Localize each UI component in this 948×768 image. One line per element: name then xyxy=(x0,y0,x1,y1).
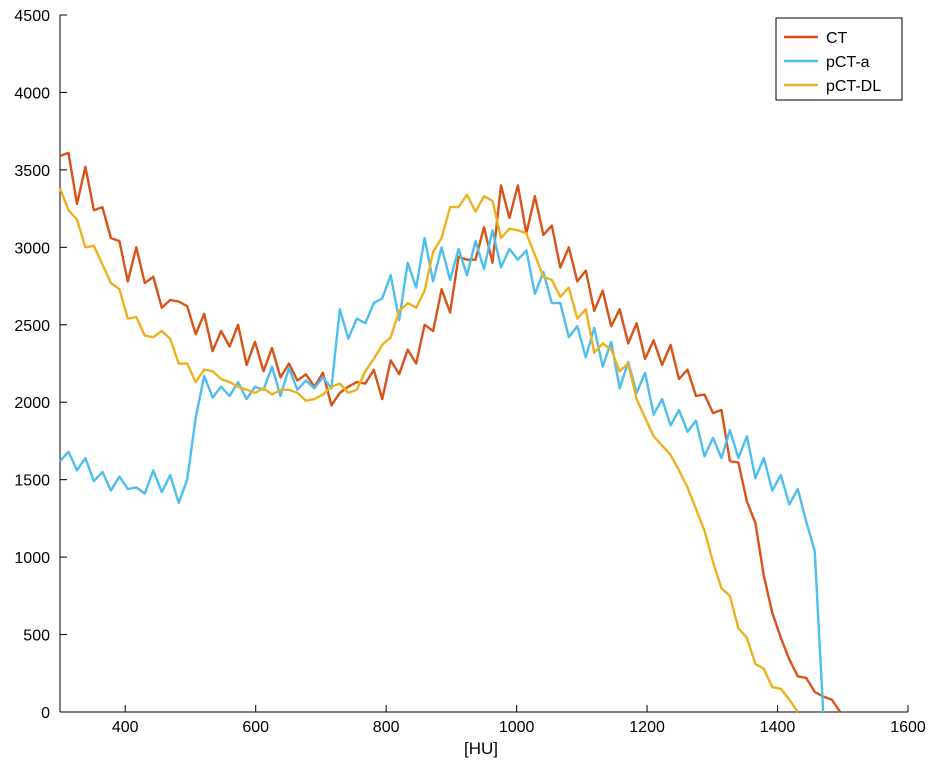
x-tick-label: 1200 xyxy=(629,719,665,736)
x-tick-label: 1000 xyxy=(499,719,535,736)
x-axis-label: [HU] xyxy=(464,739,498,758)
x-tick-label: 1400 xyxy=(760,719,796,736)
y-tick-label: 2500 xyxy=(14,318,50,335)
series-lines xyxy=(58,151,842,713)
y-tick-label: 3000 xyxy=(14,240,50,257)
y-tick-label: 1500 xyxy=(14,473,50,490)
legend-label: pCT-DL xyxy=(826,78,881,95)
y-tick-label: 4000 xyxy=(14,85,50,102)
axes xyxy=(59,14,909,713)
series-line-pct-a xyxy=(59,229,825,713)
x-tick-label: 800 xyxy=(373,719,400,736)
legend-box xyxy=(775,17,903,101)
y-tick-label: 3500 xyxy=(14,163,50,180)
y-tick-label: 2000 xyxy=(14,395,50,412)
tick-labels: 400 600 800 1000 1200 1400 1600 0 500 1000 1500 200… xyxy=(14,8,925,736)
x-tick-label: 1600 xyxy=(890,719,926,736)
legend-label: CT xyxy=(826,30,848,47)
x-tick-label: 400 xyxy=(112,719,139,736)
series-line-pct-dl xyxy=(58,188,799,713)
y-tick-label: 0 xyxy=(41,705,50,722)
legend-label: pCT-a xyxy=(826,54,870,71)
legend: CT pCT-a pCT-DL xyxy=(775,17,903,101)
y-tick-label: 4500 xyxy=(14,8,50,25)
x-tick-label: 600 xyxy=(242,719,269,736)
y-tick-label: 500 xyxy=(23,628,50,645)
series-line-ct xyxy=(59,151,842,713)
y-tick-label: 1000 xyxy=(14,550,50,567)
